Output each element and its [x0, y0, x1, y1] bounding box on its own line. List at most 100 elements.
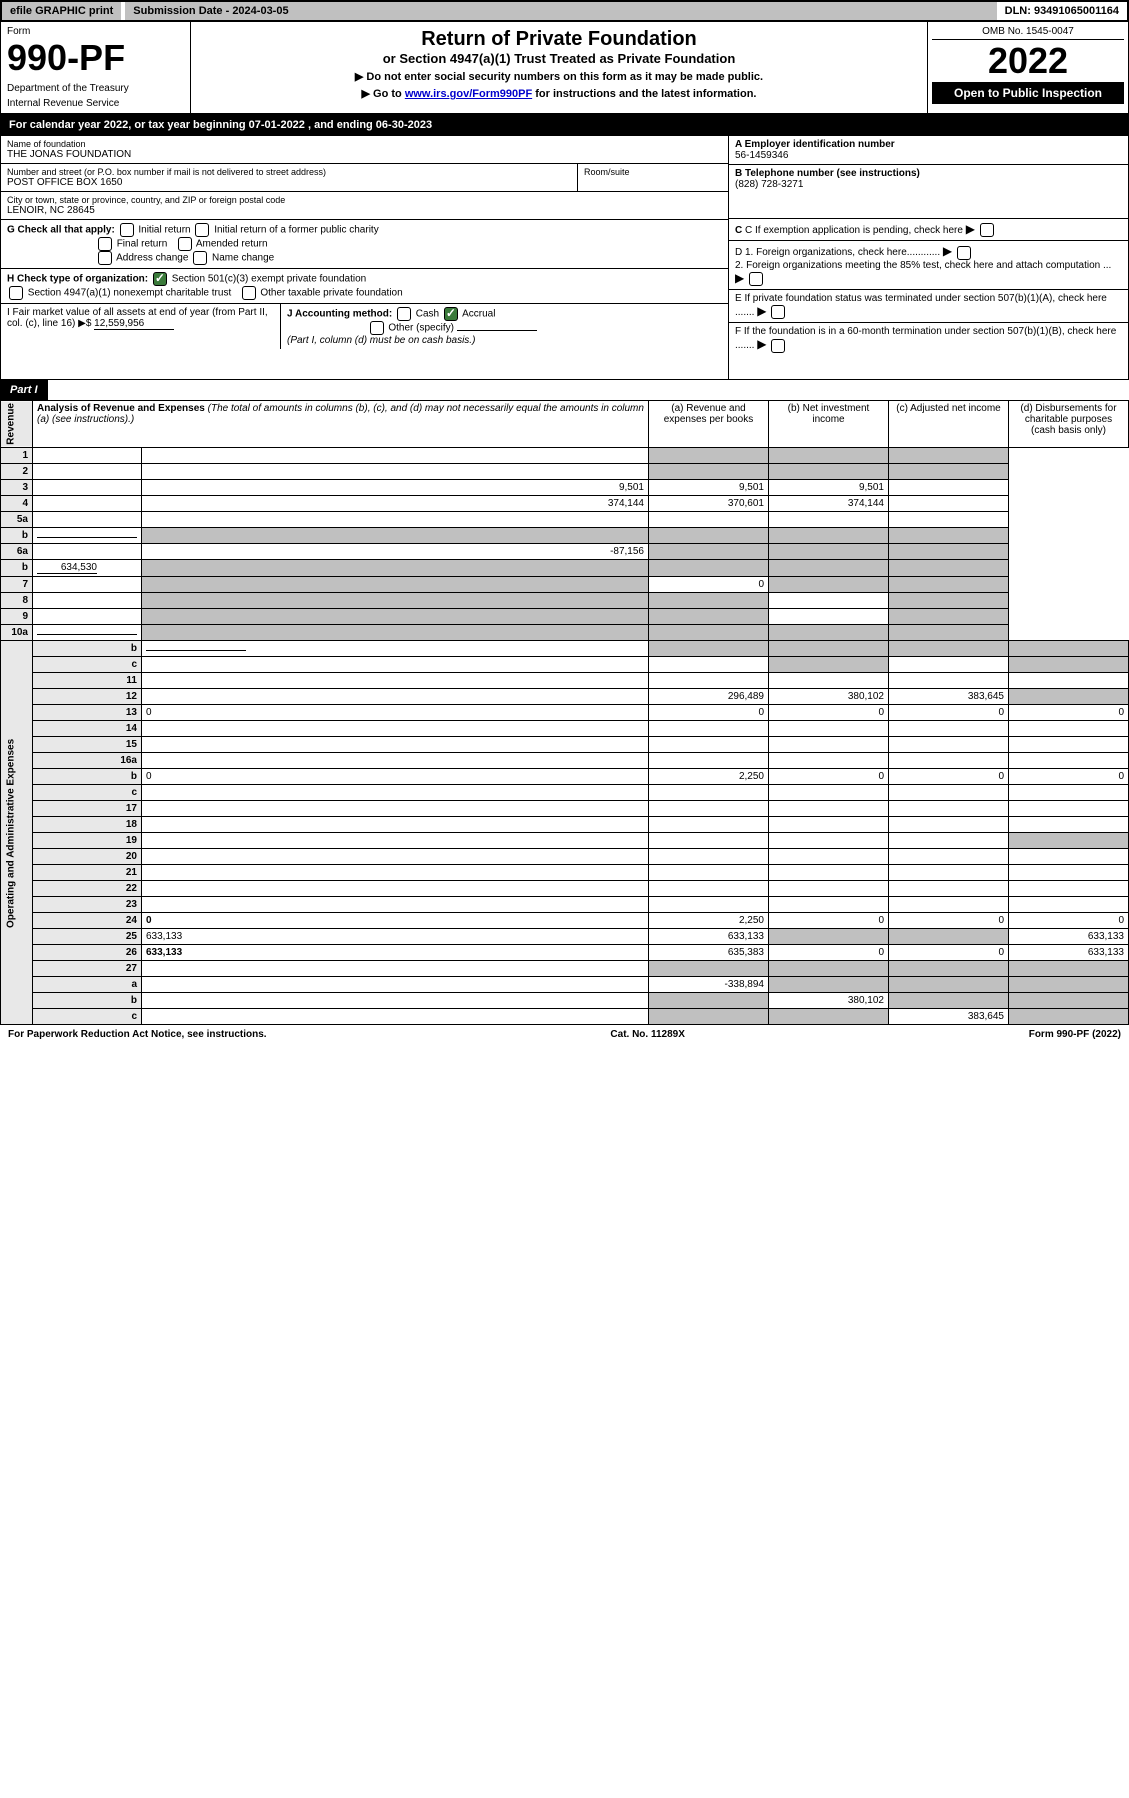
cell-d — [889, 496, 1009, 512]
cell-a — [142, 625, 649, 641]
table-row: b380,102 — [1, 993, 1129, 1009]
part1-header: Part I — [0, 380, 1129, 400]
row-num: 2 — [1, 464, 33, 480]
cell-d — [1009, 897, 1129, 913]
table-row: 70 — [1, 577, 1129, 593]
accrual-check[interactable] — [444, 307, 458, 321]
cell-d: 633,133 — [1009, 945, 1129, 961]
other-method-check[interactable] — [370, 321, 384, 335]
table-row: 16a — [1, 753, 1129, 769]
row-desc — [142, 897, 649, 913]
row-desc — [142, 689, 649, 705]
row-num: 22 — [33, 881, 142, 897]
row-desc: 634,530 — [33, 560, 142, 577]
cell-b — [649, 448, 769, 464]
cell-a: 633,133 — [649, 929, 769, 945]
cell-d: 0 — [1009, 913, 1129, 929]
row-desc — [33, 528, 142, 544]
cell-d — [1009, 849, 1129, 865]
note-2: ▶ Go to www.irs.gov/Form990PF for instru… — [197, 87, 921, 100]
name-change-check[interactable] — [193, 251, 207, 265]
cell-b — [769, 1009, 889, 1025]
header: Form 990-PF Department of the Treasury I… — [0, 22, 1129, 114]
cell-a: -338,894 — [649, 977, 769, 993]
addr-label: Number and street (or P.O. box number if… — [7, 167, 571, 177]
note2-post: for instructions and the latest informat… — [532, 88, 756, 100]
cell-d — [1009, 993, 1129, 1009]
cell-a — [142, 560, 649, 577]
cell-d — [1009, 785, 1129, 801]
cell-b — [769, 897, 889, 913]
note-1: ▶ Do not enter social security numbers o… — [197, 70, 921, 83]
table-row: 39,5019,5019,501 — [1, 480, 1129, 496]
row-num: c — [33, 1009, 142, 1025]
table-row: 5a — [1, 512, 1129, 528]
form-label: Form — [7, 26, 184, 37]
table-row: b 634,530 — [1, 560, 1129, 577]
other-taxable-check[interactable] — [242, 286, 256, 300]
row-desc — [33, 464, 142, 480]
cell-b — [649, 625, 769, 641]
cell-c — [769, 464, 889, 480]
table-row: b — [1, 528, 1129, 544]
cell-a: 296,489 — [649, 689, 769, 705]
row-desc — [142, 641, 649, 657]
final-return-check[interactable] — [98, 237, 112, 251]
cell-c — [889, 993, 1009, 1009]
row-num: b — [1, 560, 33, 577]
cell-d — [1009, 657, 1129, 673]
C-check[interactable] — [980, 223, 994, 237]
A-cell: A Employer identification number 56-1459… — [728, 136, 1128, 165]
efile-label: efile GRAPHIC print — [2, 2, 121, 20]
row-num: 20 — [33, 849, 142, 865]
table-row: c — [1, 785, 1129, 801]
cash-check[interactable] — [397, 307, 411, 321]
row-num: 12 — [33, 689, 142, 705]
g-opt-1: Initial return of a former public charit… — [214, 225, 379, 236]
table-row: 12296,489380,102383,645 — [1, 689, 1129, 705]
cell-b: 380,102 — [769, 993, 889, 1009]
address-change-check[interactable] — [98, 251, 112, 265]
header-mid: Return of Private Foundation or Section … — [191, 22, 928, 113]
main-table: Revenue Analysis of Revenue and Expenses… — [0, 400, 1129, 1025]
city-label: City or town, state or province, country… — [7, 195, 722, 205]
row-desc — [142, 721, 649, 737]
cell-c — [889, 865, 1009, 881]
cell-a — [649, 657, 769, 673]
cell-c — [889, 833, 1009, 849]
D1-check[interactable] — [957, 246, 971, 260]
cell-c: 383,645 — [889, 1009, 1009, 1025]
irs-link[interactable]: www.irs.gov/Form990PF — [405, 88, 532, 100]
table-row: 23 — [1, 897, 1129, 913]
D1: D 1. Foreign organizations, check here..… — [735, 247, 940, 258]
row-desc: 0 — [142, 705, 649, 721]
A-label: A Employer identification number — [735, 139, 895, 150]
initial-former-check[interactable] — [195, 223, 209, 237]
initial-return-check[interactable] — [120, 223, 134, 237]
row-num: 13 — [33, 705, 142, 721]
D2-check[interactable] — [749, 272, 763, 286]
cell-c — [769, 528, 889, 544]
cell-b — [649, 464, 769, 480]
amended-check[interactable] — [178, 237, 192, 251]
cell-c — [769, 577, 889, 593]
cell-a — [142, 593, 649, 609]
501c3-check[interactable] — [153, 272, 167, 286]
cell-c — [769, 609, 889, 625]
phone: (828) 728-3271 — [735, 179, 803, 190]
part1-tag: Part I — [0, 380, 48, 400]
cell-d: 633,133 — [1009, 929, 1129, 945]
foundation-name: THE JONAS FOUNDATION — [7, 149, 722, 160]
cell-a: 9,501 — [142, 480, 649, 496]
4947-check[interactable] — [9, 286, 23, 300]
cell-b: 0 — [769, 705, 889, 721]
cell-b — [769, 865, 889, 881]
cell-c — [889, 881, 1009, 897]
E-check[interactable] — [771, 305, 785, 319]
table-row: 2402,250000 — [1, 913, 1129, 929]
F-check[interactable] — [771, 339, 785, 353]
form-number: 990-PF — [7, 37, 184, 79]
row-desc — [142, 785, 649, 801]
cell-b — [649, 560, 769, 577]
row-num: 3 — [1, 480, 33, 496]
